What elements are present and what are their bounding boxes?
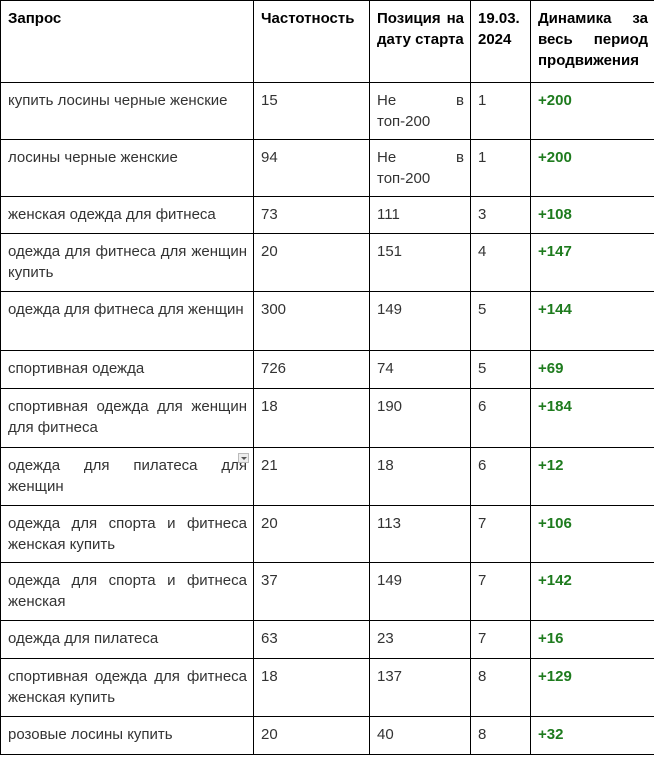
start-position-cell[interactable]: 113: [369, 505, 471, 563]
position-cell[interactable]: 1: [470, 82, 531, 140]
table-row: одежда для спорта и фитнеса женская купи…: [0, 505, 654, 563]
position-cell[interactable]: 3: [470, 196, 531, 234]
position-cell[interactable]: 7: [470, 620, 531, 659]
dynamics-cell[interactable]: +69: [530, 350, 654, 389]
header-dynamics[interactable]: Динамика за весь период продвижения: [530, 0, 654, 83]
dynamics-cell[interactable]: +108: [530, 196, 654, 234]
position-cell[interactable]: 1: [470, 139, 531, 197]
position-cell[interactable]: 7: [470, 562, 531, 621]
start-position-cell[interactable]: 74: [369, 350, 471, 389]
query-cell[interactable]: одежда для спорта и фитнеса женская купи…: [0, 505, 254, 563]
header-start-position[interactable]: Позиция на дату старта: [369, 0, 471, 83]
header-row: Запрос Частотность Позиция на дату старт…: [0, 0, 654, 83]
dynamics-cell[interactable]: +12: [530, 447, 654, 506]
query-cell[interactable]: одежда для спорта и фитнеса женская: [0, 562, 254, 621]
start-position-cell[interactable]: 190: [369, 388, 471, 448]
query-cell[interactable]: одежда для пилатеса: [0, 620, 254, 659]
query-cell[interactable]: одежда для фитнеса для женщин: [0, 291, 254, 351]
frequency-cell[interactable]: 726: [253, 350, 370, 389]
position-cell[interactable]: 7: [470, 505, 531, 563]
start-position-cell[interactable]: 40: [369, 716, 471, 755]
position-cell[interactable]: 6: [470, 388, 531, 448]
table-row: одежда для пилатеса 63 23 7 +16: [0, 620, 654, 659]
frequency-cell[interactable]: 18: [253, 388, 370, 448]
dynamics-cell[interactable]: +16: [530, 620, 654, 659]
dynamics-cell[interactable]: +200: [530, 82, 654, 140]
start-position-cell[interactable]: 137: [369, 658, 471, 717]
start-position-cell[interactable]: 149: [369, 291, 471, 351]
frequency-cell[interactable]: 20: [253, 233, 370, 292]
query-cell[interactable]: розовые лосины купить: [0, 716, 254, 755]
start-position-cell[interactable]: 151: [369, 233, 471, 292]
start-position-cell[interactable]: 23: [369, 620, 471, 659]
query-cell[interactable]: спортивная одежда для женщин для фитнеса: [0, 388, 254, 448]
table-row: одежда для фитнеса для женщин 300 149 5 +144: [0, 291, 654, 351]
frequency-cell[interactable]: 20: [253, 716, 370, 755]
position-cell[interactable]: 8: [470, 658, 531, 717]
table-row: одежда для пилатеса для женщин 21 18 6 +12: [0, 447, 654, 506]
frequency-cell[interactable]: 94: [253, 139, 370, 197]
header-date[interactable]: 19.03. 2024: [470, 0, 531, 83]
query-cell[interactable]: купить лосины черные женские: [0, 82, 254, 140]
start-position-cell[interactable]: Не в топ-200: [369, 139, 471, 197]
start-position-cell[interactable]: 18: [369, 447, 471, 506]
query-cell[interactable]: женская одежда для фитнеса: [0, 196, 254, 234]
frequency-cell[interactable]: 21: [253, 447, 370, 506]
table-row: спортивная одежда 726 74 5 +69: [0, 350, 654, 389]
dynamics-cell[interactable]: +200: [530, 139, 654, 197]
dynamics-cell[interactable]: +32: [530, 716, 654, 755]
query-cell[interactable]: одежда для фитнеса для женщин купить: [0, 233, 254, 292]
position-cell[interactable]: 8: [470, 716, 531, 755]
table-row: купить лосины черные женские 15 Не в топ-2…: [0, 82, 654, 140]
dynamics-cell[interactable]: +144: [530, 291, 654, 351]
table-row: спортивная одежда для женщин для фитнеса…: [0, 388, 654, 448]
table-row: лосины черные женские 94 Не в топ-200 1 +200: [0, 139, 654, 197]
table-row: спортивная одежда для фитнеса женская ку…: [0, 658, 654, 717]
table-row: женская одежда для фитнеса 73 111 3 +108: [0, 196, 654, 234]
table-row: одежда для спорта и фитнеса женская 37 149…: [0, 562, 654, 621]
header-frequency[interactable]: Частотность: [253, 0, 370, 83]
start-position-cell[interactable]: 149: [369, 562, 471, 621]
position-cell[interactable]: 5: [470, 350, 531, 389]
frequency-cell[interactable]: 37: [253, 562, 370, 621]
dynamics-cell[interactable]: +147: [530, 233, 654, 292]
position-cell[interactable]: 5: [470, 291, 531, 351]
frequency-cell[interactable]: 73: [253, 196, 370, 234]
cell-dropdown-icon[interactable]: [238, 453, 249, 463]
position-cell[interactable]: 4: [470, 233, 531, 292]
position-cell[interactable]: 6: [470, 447, 531, 506]
frequency-cell[interactable]: 15: [253, 82, 370, 140]
start-position-cell[interactable]: Не в топ-200: [369, 82, 471, 140]
frequency-cell[interactable]: 63: [253, 620, 370, 659]
query-cell[interactable]: спортивная одежда: [0, 350, 254, 389]
frequency-cell[interactable]: 300: [253, 291, 370, 351]
dynamics-cell[interactable]: +106: [530, 505, 654, 563]
frequency-cell[interactable]: 20: [253, 505, 370, 563]
header-query[interactable]: Запрос: [0, 0, 254, 83]
query-cell[interactable]: спортивная одежда для фитнеса женская ку…: [0, 658, 254, 717]
frequency-cell[interactable]: 18: [253, 658, 370, 717]
start-position-cell[interactable]: 111: [369, 196, 471, 234]
dynamics-cell[interactable]: +142: [530, 562, 654, 621]
query-cell[interactable]: одежда для пилатеса для женщин: [0, 447, 254, 506]
query-cell[interactable]: лосины черные женские: [0, 139, 254, 197]
dynamics-cell[interactable]: +184: [530, 388, 654, 448]
table-row: розовые лосины купить 20 40 8 +32: [0, 716, 654, 755]
table-row: одежда для фитнеса для женщин купить 20 15…: [0, 233, 654, 292]
dynamics-cell[interactable]: +129: [530, 658, 654, 717]
